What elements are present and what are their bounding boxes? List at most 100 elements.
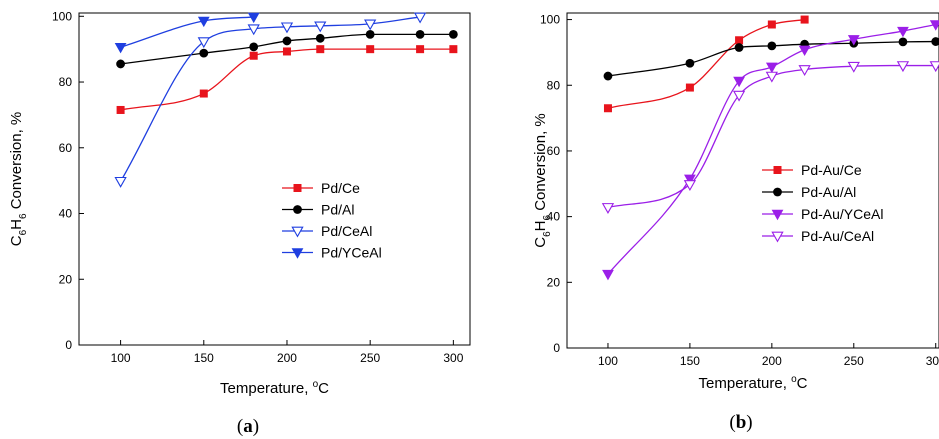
data-point bbox=[800, 15, 809, 24]
plot-frame bbox=[566, 12, 939, 349]
panel-label-letter: b bbox=[736, 412, 747, 433]
legend-label: Pd/CeAl bbox=[321, 223, 372, 239]
x-tick-label: 100 bbox=[111, 351, 131, 365]
panel-label-close: ) bbox=[253, 416, 259, 437]
data-point bbox=[114, 176, 127, 188]
y-axis-label-h: H bbox=[8, 219, 25, 230]
y-tick-label: 100 bbox=[52, 9, 72, 23]
y-axis-label-c: C bbox=[8, 235, 25, 246]
data-point bbox=[734, 43, 744, 52]
plot-frame bbox=[78, 12, 471, 346]
series-line bbox=[120, 16, 254, 48]
chart-panel-b: 100 150 200 250 300 0 20 40 60 80 100 Temperature, … bbox=[532, 12, 939, 433]
legend-marker bbox=[771, 231, 784, 243]
x-tick-label: 200 bbox=[277, 351, 297, 365]
data-point bbox=[601, 203, 615, 214]
legend-label: Pd/YCeAl bbox=[321, 245, 382, 261]
y-tick-label: 80 bbox=[59, 75, 73, 89]
data-point bbox=[365, 29, 375, 39]
data-point bbox=[929, 20, 939, 31]
x-axis-label: Temperature, oC bbox=[699, 374, 808, 392]
y-axis-label-rest: Conversion, % bbox=[8, 112, 25, 214]
y-axis-label-c: C bbox=[532, 237, 549, 248]
legend-label: Pd-Au/CeAl bbox=[801, 228, 874, 244]
y-tick-label: 20 bbox=[59, 272, 73, 286]
series-Pd-Au/YCeAl: Pd-Au/YCeAl bbox=[602, 20, 939, 281]
data-point bbox=[798, 45, 811, 56]
data-point bbox=[282, 47, 291, 56]
data-point bbox=[199, 48, 209, 58]
x-tick-label: 300 bbox=[926, 354, 939, 368]
data-point bbox=[897, 26, 909, 38]
x-axis-label-unit: C bbox=[797, 375, 808, 392]
y-axis-label-sub: 6 bbox=[542, 215, 553, 221]
panel-label: (b) bbox=[729, 412, 752, 433]
y-axis-label-h: H bbox=[532, 221, 549, 232]
legend-marker bbox=[773, 166, 782, 174]
x-tick-label: 200 bbox=[762, 354, 782, 368]
data-point bbox=[366, 45, 375, 54]
y-axis-label-sub: 6 bbox=[18, 229, 29, 235]
data-point bbox=[449, 45, 458, 54]
data-point bbox=[684, 174, 696, 186]
y-axis-label-rest: Conversion, % bbox=[532, 113, 549, 215]
y-tick-label: 60 bbox=[59, 141, 73, 155]
series-line bbox=[120, 48, 454, 111]
legend-label: Pd/Ce bbox=[321, 180, 360, 196]
data-point bbox=[249, 51, 258, 60]
panel-label-letter: a bbox=[243, 416, 253, 437]
data-point bbox=[116, 59, 125, 69]
y-tick-label: 80 bbox=[547, 78, 561, 92]
data-point bbox=[896, 61, 910, 73]
series-line bbox=[120, 16, 421, 182]
data-point bbox=[847, 35, 860, 46]
legend-marker bbox=[293, 184, 302, 192]
data-point bbox=[316, 45, 325, 54]
y-tick-label: 100 bbox=[540, 13, 560, 27]
data-point bbox=[767, 20, 776, 29]
data-point bbox=[765, 71, 778, 83]
data-point bbox=[249, 42, 259, 52]
x-axis-label: Temperature, oC bbox=[220, 379, 329, 397]
legend-label: Pd/Al bbox=[321, 202, 354, 218]
data-point bbox=[602, 269, 614, 281]
legend-marker bbox=[773, 187, 782, 197]
series-line bbox=[607, 23, 936, 275]
data-point bbox=[282, 36, 292, 46]
data-point bbox=[898, 37, 908, 47]
data-point bbox=[603, 71, 613, 81]
data-point bbox=[765, 62, 778, 74]
x-tick-label: 150 bbox=[680, 354, 700, 368]
legend-marker bbox=[291, 226, 304, 238]
data-point bbox=[683, 180, 697, 191]
data-point bbox=[798, 65, 811, 77]
x-axis-label-degree: o bbox=[313, 379, 319, 390]
series-Pd/Al: Pd/Al bbox=[116, 29, 458, 218]
data-point bbox=[603, 104, 612, 113]
legend-marker bbox=[293, 205, 302, 214]
x-axis-label-degree: o bbox=[791, 374, 797, 385]
data-point bbox=[767, 41, 777, 51]
legend-marker bbox=[771, 209, 784, 221]
series-Pd-Au/Ce: Pd-Au/Ce bbox=[603, 15, 862, 178]
data-point bbox=[416, 45, 425, 54]
series-Pd/YCeAl: Pd/YCeAl bbox=[114, 12, 382, 261]
y-axis-label: C6H6 Conversion, % bbox=[532, 113, 553, 248]
data-point bbox=[280, 22, 294, 34]
legend-label: Pd-Au/Al bbox=[801, 184, 856, 200]
y-axis-label: C6H6 Conversion, % bbox=[8, 112, 29, 247]
data-point bbox=[247, 24, 260, 36]
legend-marker bbox=[291, 248, 304, 259]
data-point bbox=[114, 42, 127, 54]
data-point bbox=[197, 37, 210, 49]
data-point bbox=[199, 89, 208, 98]
data-point bbox=[197, 16, 210, 28]
x-tick-label: 100 bbox=[598, 354, 618, 368]
chart-panel-a: 100 150 200 250 300 0 20 40 60 80 100 Temperature, … bbox=[8, 9, 471, 437]
series-Pd-Au/CeAl: Pd-Au/CeAl bbox=[601, 61, 939, 244]
y-axis-label-sub: 6 bbox=[542, 231, 553, 237]
series-Pd/CeAl: Pd/CeAl bbox=[114, 12, 427, 239]
legend-label: Pd-Au/Ce bbox=[801, 162, 862, 178]
x-axis-label-text: Temperature, bbox=[699, 375, 792, 392]
x-tick-label: 250 bbox=[360, 351, 380, 365]
